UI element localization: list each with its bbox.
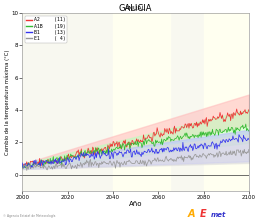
Text: ANUAL: ANUAL xyxy=(125,6,146,11)
Y-axis label: Cambio de la temperatura máxima (°C): Cambio de la temperatura máxima (°C) xyxy=(4,49,10,155)
Bar xyxy=(204,13,249,191)
Text: A: A xyxy=(187,209,195,218)
Bar xyxy=(113,13,170,191)
Text: met: met xyxy=(211,212,226,218)
Text: © Agencia Estatal de Meteorología: © Agencia Estatal de Meteorología xyxy=(3,214,55,218)
X-axis label: Año: Año xyxy=(129,201,142,207)
Legend: A2     (11), A1B    (19), B1     (13), E1     ( 4): A2 (11), A1B (19), B1 (13), E1 ( 4) xyxy=(25,16,67,43)
Text: E: E xyxy=(200,209,207,218)
Title: GALICIA: GALICIA xyxy=(119,4,152,13)
